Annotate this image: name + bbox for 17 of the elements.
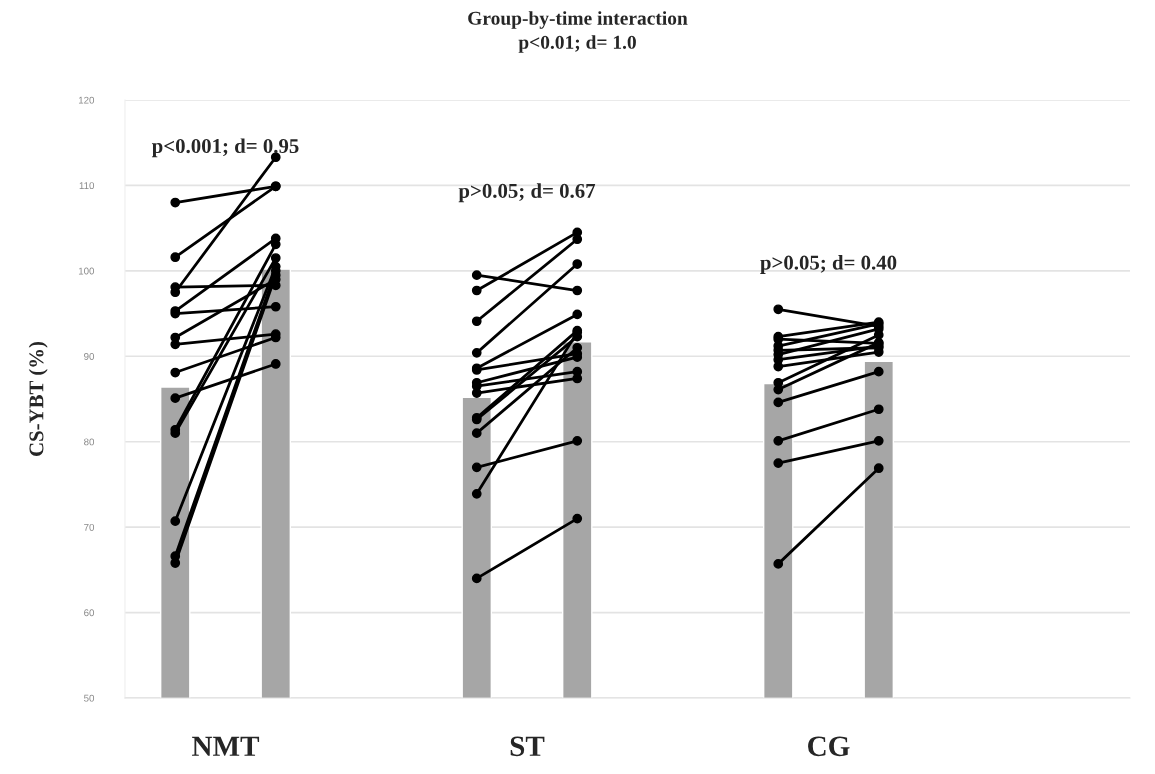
annotation: p>0.05; d= 0.67 bbox=[458, 183, 596, 203]
chart-subtitle: p<0.01; d= 1.0 bbox=[518, 35, 636, 53]
chart-title: Group-by-time interaction bbox=[468, 11, 688, 29]
y-tick-label: 50 bbox=[84, 694, 95, 702]
y-axis-title: CS-YBT (%) bbox=[28, 341, 48, 456]
annotation: p<0.001; d= 0.95 bbox=[151, 138, 299, 158]
text: NMT bbox=[192, 736, 260, 756]
y-tick-label: 80 bbox=[84, 438, 95, 446]
text: ST bbox=[510, 736, 545, 757]
annotation: p>0.05; d= 0.40 bbox=[760, 255, 897, 274]
y-tick-label: 70 bbox=[84, 523, 95, 531]
y-tick-label: 110 bbox=[79, 182, 95, 190]
text: CG bbox=[808, 736, 850, 757]
y-tick-label: 100 bbox=[78, 267, 95, 275]
y-tick-label: 90 bbox=[84, 353, 95, 360]
y-tick-label: 60 bbox=[84, 609, 95, 617]
y-tick-label: 120 bbox=[78, 96, 95, 104]
